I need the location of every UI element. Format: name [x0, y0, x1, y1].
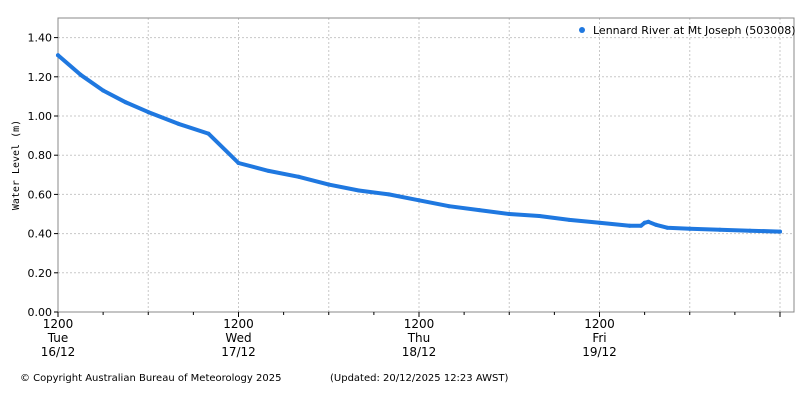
data-point: [477, 208, 482, 213]
x-tick-label: Thu: [407, 331, 431, 345]
copyright-text: © Copyright Australian Bureau of Meteoro…: [20, 373, 282, 384]
axis-layer: 0.000.200.400.600.801.001.201.401200Tue1…: [28, 32, 781, 359]
plot-area: [57, 17, 795, 313]
y-tick-label: 0.80: [28, 149, 53, 162]
data-point: [653, 222, 658, 227]
y-tick-label: 0.00: [28, 306, 53, 319]
data-point: [236, 161, 241, 165]
data-point: [386, 192, 391, 197]
grid-lines: [58, 18, 794, 312]
data-point: [778, 229, 782, 234]
data-point: [176, 121, 181, 126]
legend-label: Lennard River at Mt Joseph (503008): [593, 24, 796, 37]
data-point: [642, 220, 647, 225]
data-point: [627, 223, 632, 228]
y-tick-label: 1.00: [28, 110, 53, 123]
data-point: [747, 228, 752, 233]
legend: Lennard River at Mt Joseph (503008): [579, 24, 796, 37]
data-point: [665, 225, 670, 230]
x-tick-label: 1200: [43, 317, 74, 331]
data-point: [537, 214, 542, 218]
x-tick-label: 1200: [404, 317, 435, 331]
legend-marker: [579, 27, 585, 33]
data-point: [78, 72, 83, 77]
data-point: [56, 53, 60, 58]
data-point: [597, 220, 602, 225]
updated-timestamp: (Updated: 20/12/2025 12:23 AWST): [330, 373, 509, 384]
data-point: [326, 182, 331, 187]
data-point: [123, 100, 128, 105]
data-point: [717, 227, 722, 232]
data-point: [101, 88, 106, 93]
x-tick-label: 1200: [223, 317, 254, 331]
y-tick-label: 0.60: [28, 188, 53, 201]
data-point: [687, 226, 692, 231]
y-tick-label: 0.20: [28, 267, 53, 280]
x-tick-label: 18/12: [402, 345, 437, 359]
y-tick-label: 0.40: [28, 228, 53, 241]
data-point: [206, 131, 211, 136]
x-tick-label: 16/12: [41, 345, 76, 359]
x-tick-label: Tue: [47, 331, 69, 345]
x-tick-label: 1200: [584, 317, 615, 331]
data-point: [646, 219, 651, 224]
data-point: [567, 217, 572, 222]
data-point: [417, 198, 421, 203]
x-tick-label: Wed: [225, 331, 251, 345]
data-point: [146, 110, 151, 115]
data-point: [296, 174, 301, 179]
data-point: [507, 212, 512, 216]
y-axis-label: Water Level (m): [11, 120, 22, 210]
series-layer: [56, 53, 782, 234]
data-point: [356, 188, 361, 193]
data-point: [447, 204, 452, 209]
data-point: [638, 223, 643, 228]
data-point: [266, 168, 271, 173]
x-tick-label: 17/12: [221, 345, 256, 359]
x-tick-label: Fri: [592, 331, 606, 345]
y-tick-label: 1.20: [28, 71, 53, 84]
y-tick-label: 1.40: [28, 32, 53, 45]
x-tick-label: 19/12: [582, 345, 617, 359]
